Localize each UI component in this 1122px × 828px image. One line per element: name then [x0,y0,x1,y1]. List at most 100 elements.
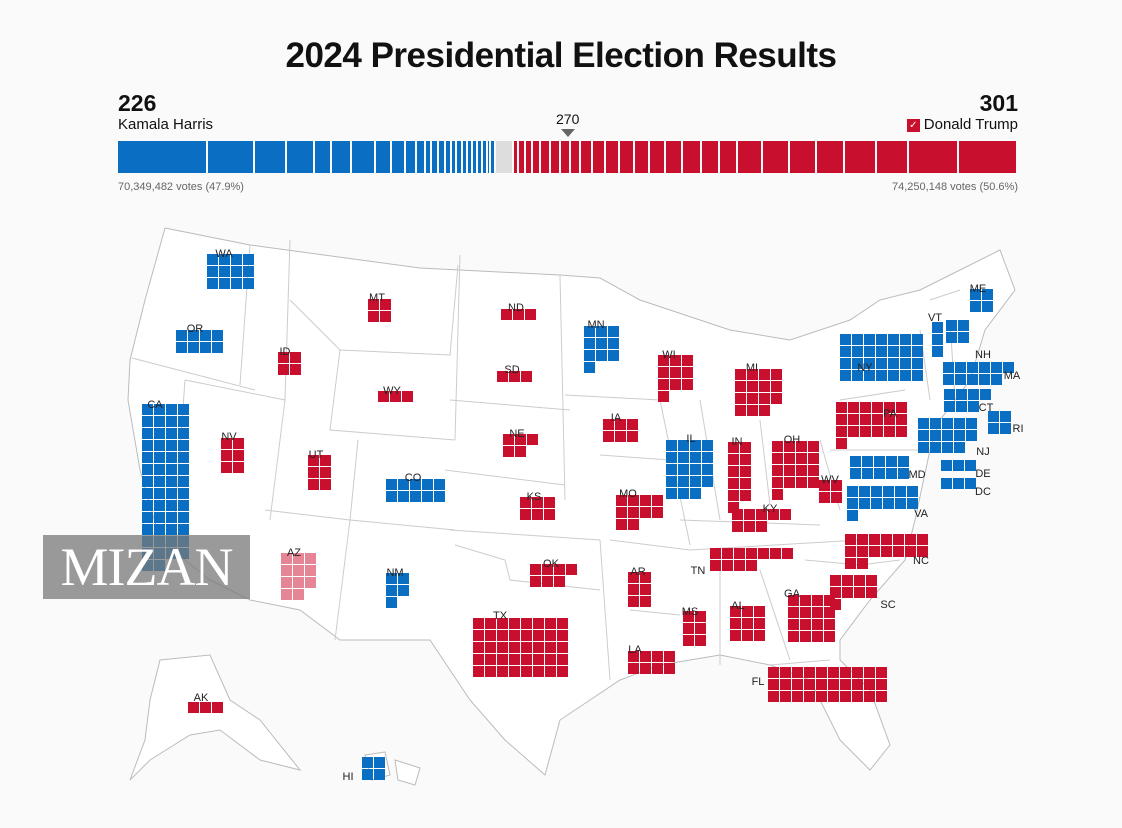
state-vt[interactable] [932,322,943,357]
trump-state-segment[interactable] [541,141,552,173]
state-al[interactable] [730,606,765,641]
trump-state-segment[interactable] [763,141,791,173]
state-va[interactable] [847,486,918,521]
state-ok[interactable] [530,564,577,587]
trump-state-segment[interactable] [666,141,684,173]
state-ar[interactable] [628,572,651,607]
state-nd[interactable] [501,309,536,320]
state-la[interactable] [628,651,675,674]
harris-state-segment[interactable] [457,141,463,173]
harris-state-segment[interactable] [452,141,458,173]
harris-state-segment[interactable] [332,141,353,173]
undecided-segment[interactable] [495,141,515,173]
harris-state-segment[interactable] [392,141,406,173]
harris-state-segment[interactable] [352,141,376,173]
state-nv[interactable] [221,438,244,473]
trump-state-segment[interactable] [649,141,667,173]
state-ny[interactable] [840,334,923,381]
state-mt[interactable] [368,299,391,322]
state-ri[interactable] [988,411,1011,434]
state-dc[interactable] [941,478,976,489]
trump-state-segment[interactable] [877,141,909,173]
state-wv[interactable] [819,480,842,503]
state-nc[interactable] [845,534,928,569]
state-ks[interactable] [520,497,555,520]
state-fl[interactable] [768,667,887,702]
state-wa[interactable] [207,254,254,289]
state-ma[interactable] [943,362,1014,385]
harris-state-segment[interactable] [286,141,316,173]
trump-state-segment[interactable] [619,141,635,173]
trump-state-segment[interactable] [581,141,593,173]
harris-state-segment[interactable] [255,141,287,173]
trump-state-segment[interactable] [719,141,739,173]
harris-state-segment[interactable] [375,141,393,173]
state-ms[interactable] [683,611,706,646]
state-wi[interactable] [658,355,693,402]
trump-state-segment[interactable] [561,141,572,173]
state-tx[interactable] [473,618,568,677]
trump-state-segment[interactable] [816,141,846,173]
state-mo[interactable] [616,495,663,530]
state-wy[interactable] [378,391,413,402]
harris-state-segment[interactable] [432,141,440,173]
state-sc[interactable] [830,575,877,610]
state-sd[interactable] [497,371,532,382]
state-nm[interactable] [386,573,409,608]
harris-state-segment[interactable] [445,141,453,173]
state-me[interactable] [970,289,993,312]
harris-state-segment[interactable] [417,141,426,173]
trump-state-segment[interactable] [526,141,533,173]
state-tn[interactable] [710,548,793,571]
state-id[interactable] [278,352,301,375]
harris-state-segment[interactable] [208,141,256,173]
harris-state-segment[interactable] [425,141,433,173]
state-mn[interactable] [584,326,619,373]
state-ut[interactable] [308,455,331,490]
state-mi[interactable] [735,369,782,416]
state-pa[interactable] [836,402,907,449]
trump-state-segment[interactable] [514,141,520,173]
state-de[interactable] [941,460,976,471]
harris-state-segment[interactable] [482,141,488,173]
trump-state-segment[interactable] [845,141,878,173]
state-ak[interactable] [188,702,223,713]
harris-state-segment[interactable] [487,141,491,173]
state-or[interactable] [176,330,223,353]
state-oh[interactable] [772,441,819,500]
state-nh[interactable] [946,320,969,343]
trump-state-segment[interactable] [571,141,582,173]
trump-state-segment[interactable] [551,141,562,173]
trump-state-segment[interactable] [683,141,702,173]
trump-state-segment[interactable] [606,141,620,173]
trump-state-segment[interactable] [519,141,527,173]
harris-state-segment[interactable] [405,141,418,173]
trump-state-segment[interactable] [592,141,607,173]
trump-state-segment[interactable] [634,141,650,173]
state-hi[interactable] [362,757,385,780]
harris-state-segment[interactable] [477,141,483,173]
harris-state-segment[interactable] [439,141,446,173]
harris-state-segment[interactable] [467,141,473,173]
state-nj[interactable] [918,418,977,453]
state-in[interactable] [728,442,751,513]
state-az[interactable] [281,553,316,600]
state-ne[interactable] [503,434,538,457]
state-co[interactable] [386,479,445,502]
state-il[interactable] [666,440,713,499]
state-ct[interactable] [944,389,991,412]
harris-state-segment[interactable] [315,141,333,173]
state-md[interactable] [850,456,909,479]
trump-state-segment[interactable] [790,141,817,173]
harris-state-segment[interactable] [472,141,478,173]
state-ga[interactable] [788,595,835,642]
trump-state-segment[interactable] [959,141,1018,173]
state-ky[interactable] [732,509,791,532]
trump-state-segment[interactable] [701,141,720,173]
harris-state-segment[interactable] [462,141,468,173]
harris-state-segment[interactable] [118,141,209,173]
state-ia[interactable] [603,419,638,442]
trump-state-segment[interactable] [532,141,542,173]
harris-state-segment[interactable] [490,141,496,173]
trump-state-segment[interactable] [738,141,764,173]
